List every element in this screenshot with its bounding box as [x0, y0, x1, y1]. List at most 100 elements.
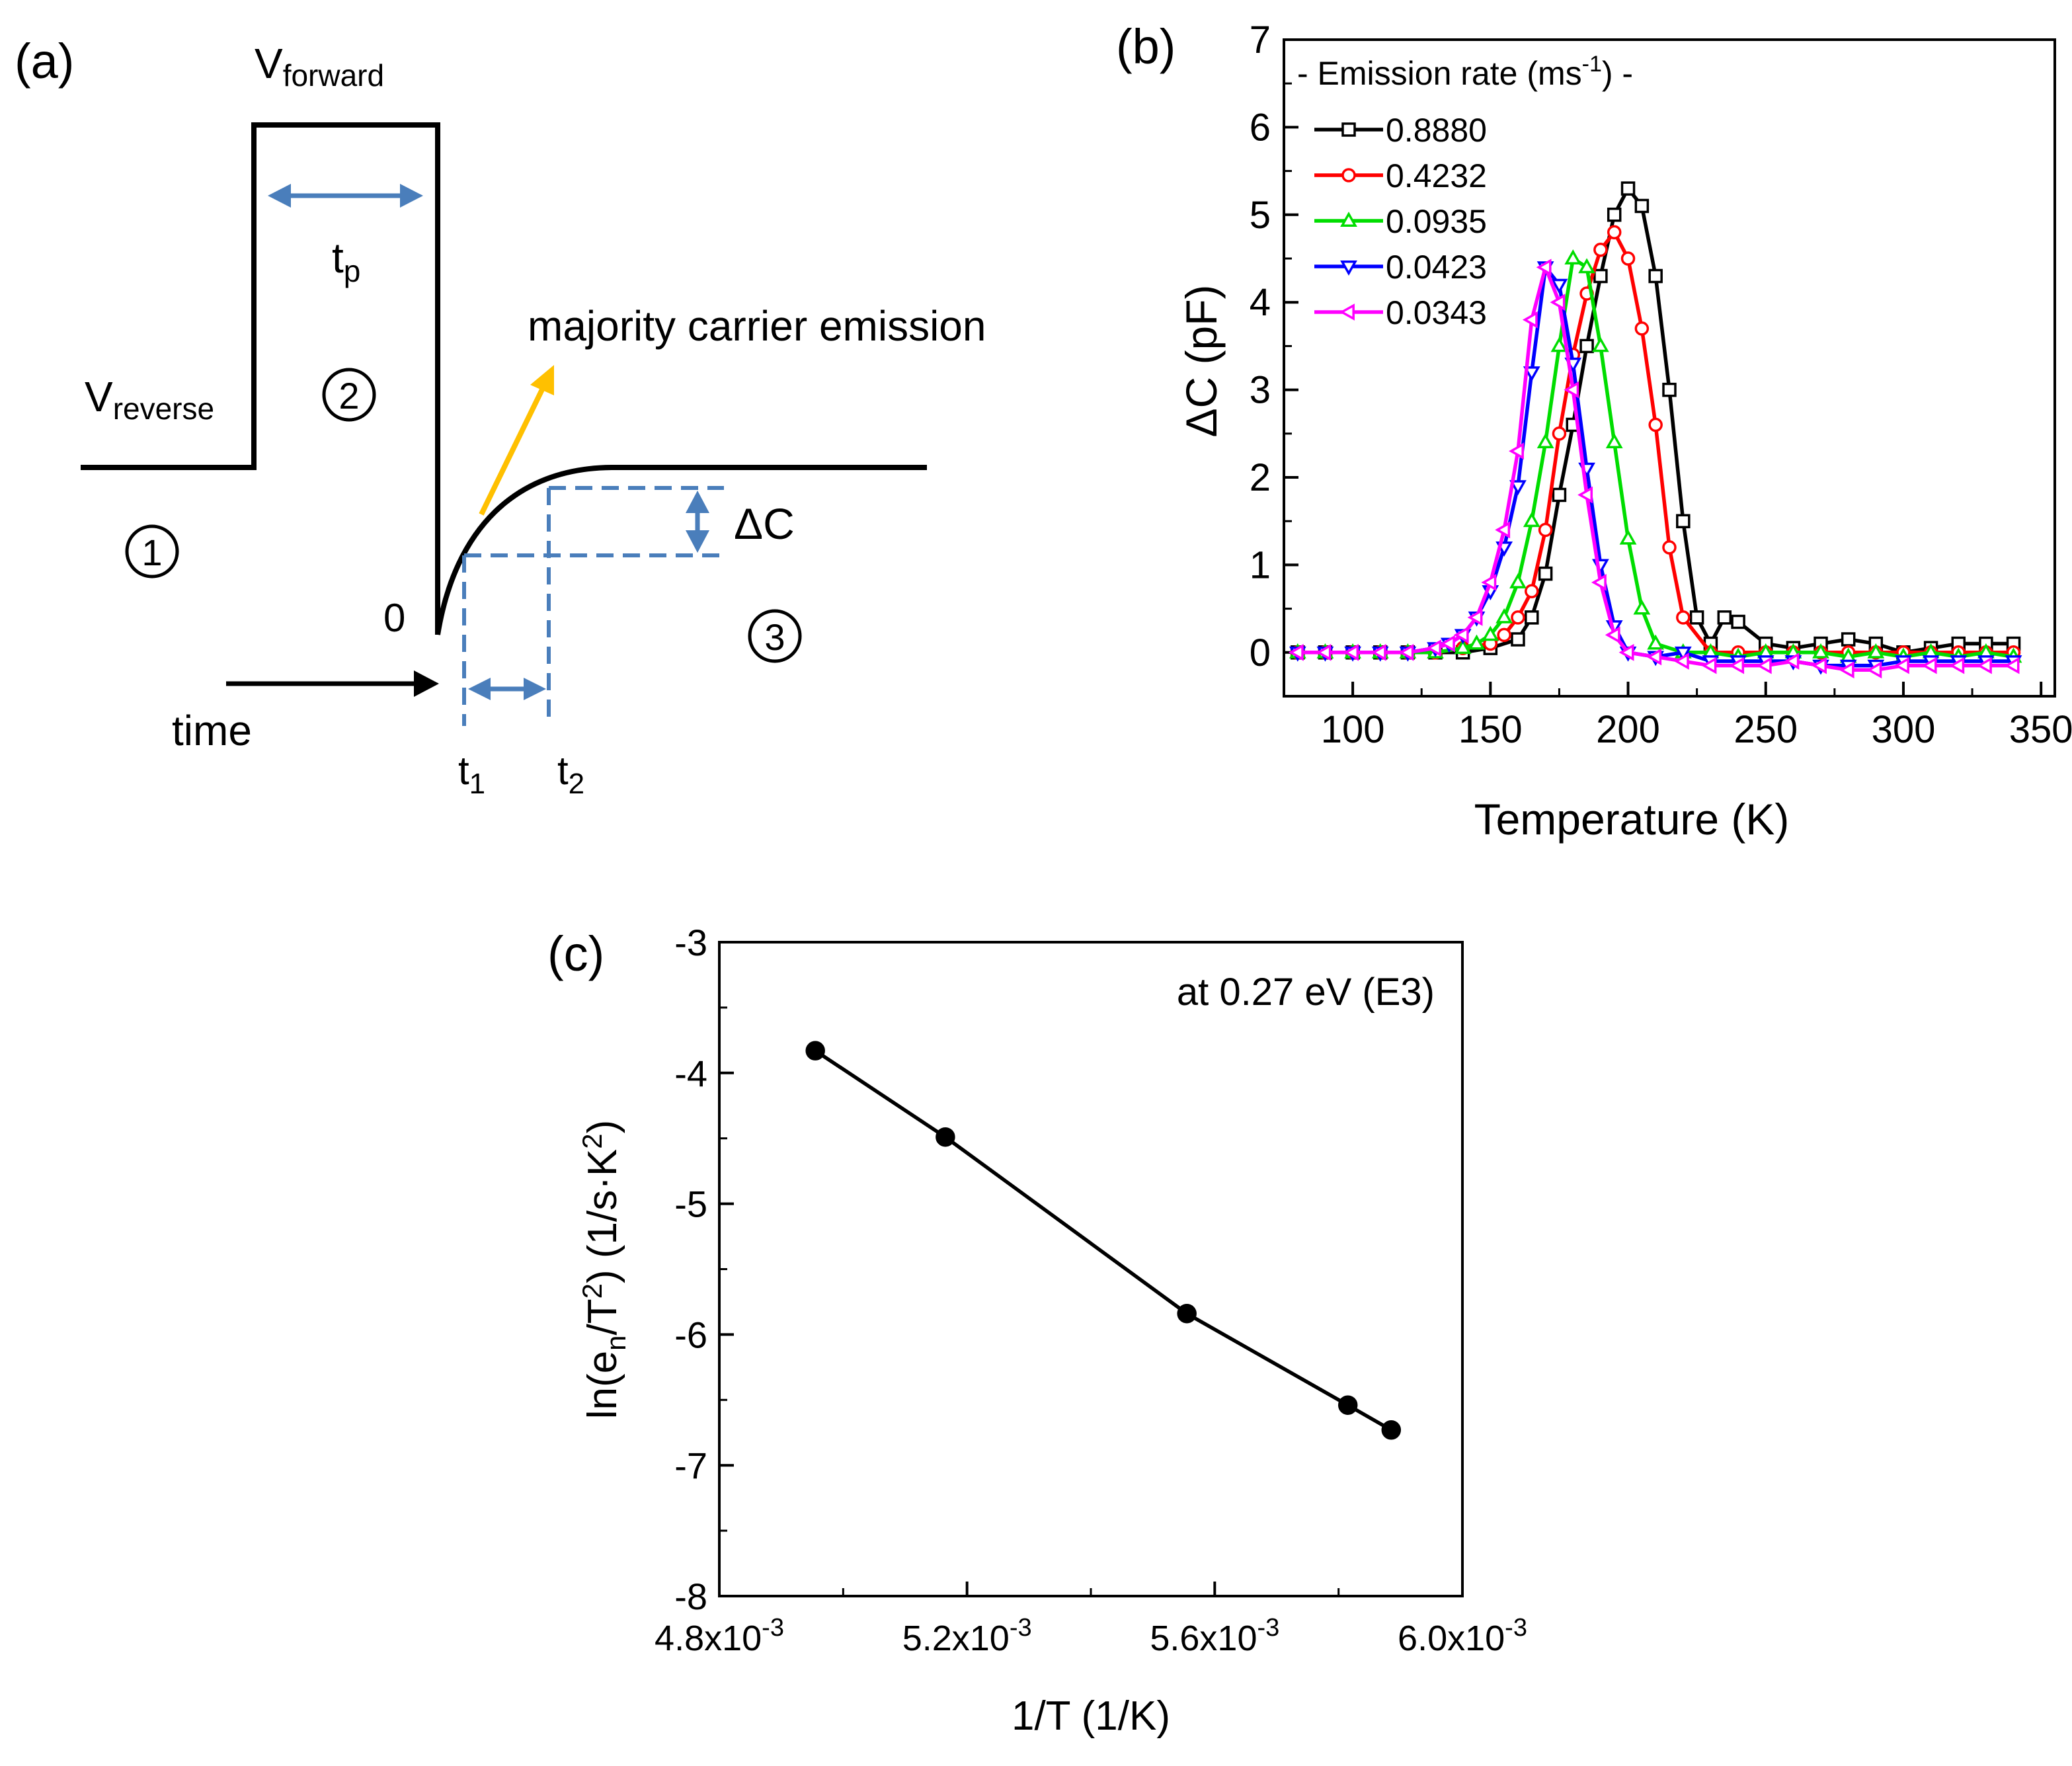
- legend-marker: [1341, 168, 1356, 182]
- data-point: [2004, 657, 2020, 674]
- panel-c-ticks: 4.8x10-3 5.2x10-3 5.6x10-3 6.0x10-3 -3 -4 -5 -6…: [655, 922, 1527, 1658]
- data-point: [1426, 639, 1441, 657]
- data-point: [1468, 634, 1486, 650]
- circle-1-marker: 1: [125, 524, 179, 579]
- data-point: [1756, 657, 1772, 674]
- dashed-guides: [462, 486, 724, 726]
- delta-c-arrow: [686, 491, 709, 553]
- panel-b-x-tick-label: 200: [1596, 708, 1660, 751]
- data-point: [1607, 208, 1622, 222]
- tp-arrow: [268, 184, 423, 208]
- data-point: [1511, 632, 1525, 647]
- data-point: [1495, 608, 1513, 623]
- data-point: [1701, 657, 1717, 674]
- arrhenius-fit-line: [814, 1049, 1392, 1432]
- svg-text:2: 2: [339, 375, 359, 417]
- data-point: [1662, 540, 1677, 555]
- circle-3-marker: 3: [748, 609, 802, 663]
- panel-b-y-tick-label: 7: [1250, 19, 1271, 61]
- data-point: [1607, 225, 1622, 240]
- data-point: [1497, 627, 1511, 643]
- pulse-waveform: [81, 122, 440, 635]
- legend-entry-0.0343: 0.0343: [1386, 294, 1487, 331]
- data-point: [1578, 258, 1595, 274]
- data-point: [1522, 311, 1538, 329]
- legend-marker: [1340, 212, 1357, 227]
- panel-c-y-tick-label: -4: [674, 1053, 707, 1094]
- data-point: [1552, 487, 1567, 502]
- circle-2-marker: 2: [322, 368, 376, 422]
- panel-c-x-axis-label: 1/T (1/K): [1012, 1693, 1170, 1739]
- legend-marker: [1339, 303, 1355, 321]
- data-point: [1509, 442, 1524, 460]
- data-point: [1538, 566, 1553, 581]
- arrhenius-point: [805, 1041, 825, 1061]
- t2-label: t2: [557, 748, 584, 800]
- data-point: [1634, 198, 1650, 214]
- panel-b-x-tick-label: 250: [1733, 708, 1798, 751]
- panel-b-y-tick-label: 0: [1250, 631, 1271, 674]
- panel-b-plot-frame: [1283, 38, 2056, 698]
- data-point: [1536, 259, 1552, 276]
- panel-b-ticks: 100 150 200 250 300 350 0 1 2 3 4 5 6 7: [1250, 19, 2072, 751]
- data-point: [1648, 417, 1663, 432]
- panel-c-x-tick-label: 5.6x10-3: [1150, 1614, 1279, 1658]
- legend-marker: [1341, 122, 1356, 137]
- series-line-0.0343: [1297, 265, 2014, 672]
- legend-marker: [1340, 261, 1357, 276]
- data-point: [1867, 643, 1885, 659]
- legend-entry-0.4232: 0.4232: [1386, 157, 1487, 194]
- data-point: [1689, 610, 1704, 625]
- data-point: [1564, 249, 1582, 264]
- panel-b-legend: 0.8880 0.4232 0.0935 0.0423 0.0343: [1314, 112, 1487, 331]
- data-point: [1550, 294, 1566, 311]
- data-point: [1509, 480, 1527, 496]
- zero-label: 0: [383, 596, 405, 640]
- data-point: [1591, 337, 1609, 352]
- panel-c-y-tick-label: -7: [674, 1445, 707, 1486]
- panel-b-x-axis-label: Temperature (K): [1474, 795, 1790, 844]
- data-point: [1717, 610, 1732, 625]
- data-point: [1343, 643, 1359, 661]
- v-forward-label: Vforward: [255, 40, 384, 93]
- data-point: [1467, 608, 1483, 626]
- data-point: [1398, 643, 1414, 661]
- data-point: [1525, 610, 1539, 625]
- legend-entry-0.8880: 0.8880: [1386, 112, 1487, 149]
- data-point: [1579, 339, 1594, 354]
- panel-a: (a) Vforward Vreverse tp 1 2: [15, 34, 986, 800]
- data-point: [1634, 321, 1650, 336]
- data-point: [1509, 573, 1527, 588]
- panel-b-y-tick-label: 3: [1250, 369, 1271, 412]
- panel-b-y-tick-label: 5: [1250, 194, 1271, 237]
- data-point: [1593, 243, 1608, 257]
- data-point: [1511, 610, 1525, 625]
- data-point: [1676, 514, 1691, 528]
- data-point: [1894, 657, 1909, 674]
- panel-b-y-tick-label: 4: [1250, 281, 1271, 324]
- data-point: [1550, 337, 1568, 352]
- legend-entry-0.0935: 0.0935: [1386, 203, 1487, 240]
- emission-arrow: [479, 365, 554, 516]
- t1-t2-arrow: [468, 678, 546, 700]
- tp-label: tp: [332, 234, 360, 288]
- time-label: time: [172, 707, 252, 754]
- data-point: [1482, 625, 1499, 641]
- panel-c-label: (c): [547, 926, 604, 981]
- data-point: [1523, 512, 1540, 528]
- data-point: [1662, 382, 1677, 397]
- data-point: [1538, 522, 1553, 538]
- panel-c-x-tick-label: 5.2x10-3: [902, 1614, 1032, 1658]
- t1-label: t1: [458, 748, 485, 800]
- data-point: [1536, 433, 1554, 448]
- data-point: [1620, 181, 1636, 196]
- data-point: [1839, 661, 1854, 679]
- panel-c-y-tick-label: -3: [674, 922, 707, 963]
- panel-b: (b) 100 150 200 250 300 350 0 1 2 3 4 5 6 7 Temperatu…: [1116, 19, 2072, 844]
- data-point: [1371, 643, 1386, 661]
- panel-c-y-axis-label: ln(en/T2) (1/s·K2): [577, 1120, 631, 1419]
- data-point: [1454, 639, 1472, 655]
- data-point: [1646, 648, 1662, 666]
- panel-c-x-tick-label: 6.0x10-3: [1398, 1614, 1527, 1658]
- data-point: [1647, 634, 1665, 650]
